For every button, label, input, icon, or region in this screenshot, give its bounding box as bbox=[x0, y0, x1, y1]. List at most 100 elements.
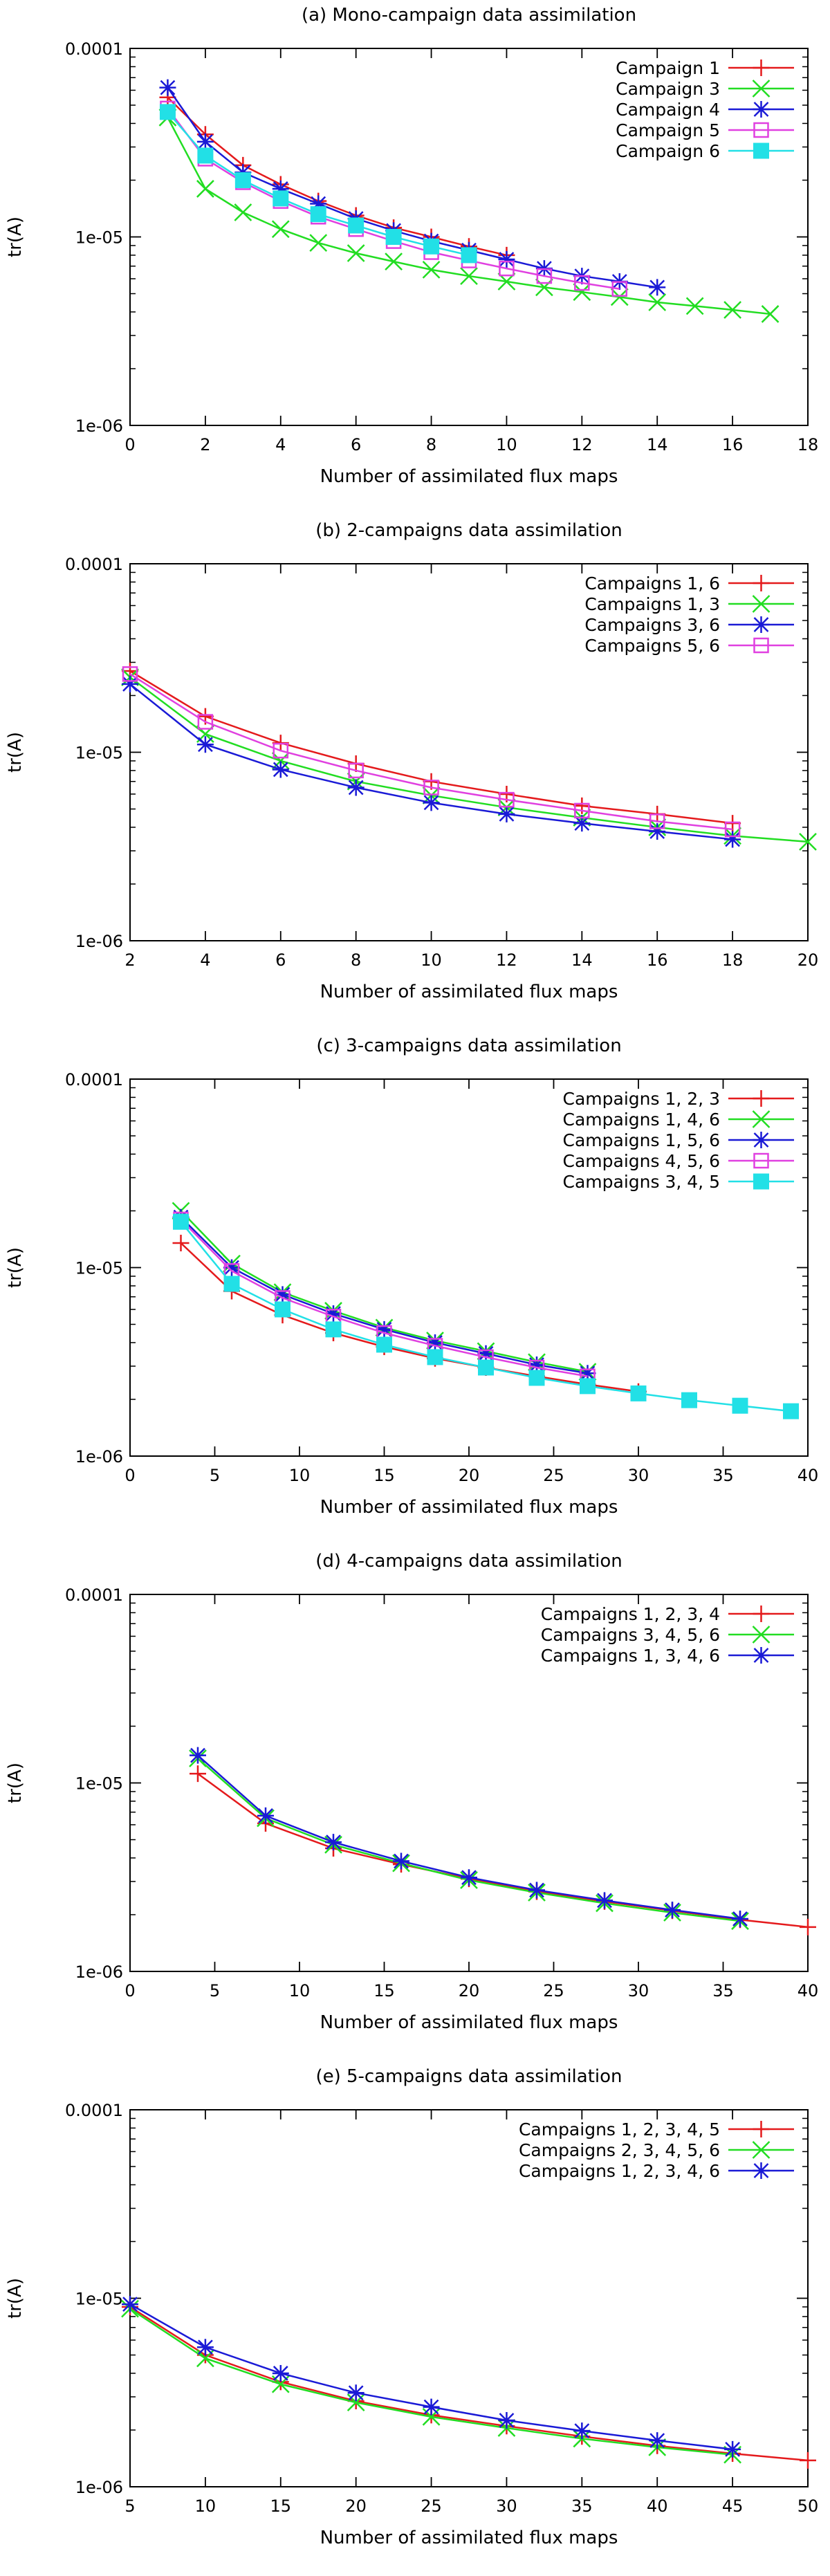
series-line bbox=[197, 1758, 741, 1922]
data-point bbox=[272, 761, 289, 778]
legend-marker bbox=[753, 1173, 769, 1190]
series-group bbox=[173, 1213, 799, 1419]
data-point bbox=[499, 260, 515, 277]
data-point bbox=[573, 283, 591, 302]
data-point bbox=[196, 180, 214, 198]
x-tick-label: 20 bbox=[459, 1981, 480, 2000]
legend-marker bbox=[753, 101, 770, 118]
x-axis-label: Number of assimilated flux maps bbox=[320, 982, 618, 1002]
series-group bbox=[160, 100, 628, 297]
legend-marker bbox=[753, 59, 770, 76]
x-tick-label: 2 bbox=[200, 435, 210, 454]
data-point bbox=[196, 2339, 214, 2356]
data-point bbox=[783, 1403, 799, 1419]
data-point bbox=[732, 1911, 748, 1928]
y-tick-label: 0.0001 bbox=[65, 1070, 123, 1089]
legend-marker bbox=[753, 616, 770, 633]
data-point bbox=[579, 1365, 596, 1382]
data-point bbox=[348, 217, 365, 234]
series-group bbox=[189, 1749, 749, 1931]
y-minor-ticks bbox=[130, 1602, 808, 1915]
plot-frame bbox=[129, 1594, 809, 1972]
data-point bbox=[272, 180, 289, 197]
x-tick-label: 10 bbox=[421, 950, 442, 970]
x-axis-label: Number of assimilated flux maps bbox=[320, 1497, 618, 1518]
series-line bbox=[180, 1242, 639, 1392]
data-point bbox=[196, 736, 214, 753]
x-tick-label: 0 bbox=[124, 1466, 135, 1485]
legend-label: Campaigns 3, 6 bbox=[584, 615, 720, 635]
legend-marker bbox=[753, 575, 770, 591]
data-point bbox=[685, 297, 704, 315]
data-point bbox=[580, 1378, 596, 1395]
x-axis-label: Number of assimilated flux maps bbox=[320, 2528, 618, 2548]
data-point bbox=[596, 1892, 613, 1909]
data-point bbox=[499, 791, 515, 808]
y-tick-label: 1e-06 bbox=[75, 932, 123, 951]
x-tick-label: 5 bbox=[210, 1981, 220, 2000]
y-minor-ticks bbox=[130, 571, 808, 885]
data-point bbox=[535, 278, 553, 297]
y-tick-label: 1e-06 bbox=[75, 1962, 123, 1982]
legend-marker bbox=[752, 80, 771, 98]
y-axis-label: tr(A) bbox=[5, 732, 26, 773]
series-line bbox=[197, 1754, 741, 1920]
x-tick-label: 45 bbox=[722, 2496, 744, 2516]
x-tick-label: 8 bbox=[351, 950, 361, 970]
series-group bbox=[190, 1747, 748, 1928]
data-point bbox=[498, 250, 515, 268]
chart-svg-b: (b) 2-campaigns data assimilation 1e-06 1e… bbox=[5, 520, 819, 1002]
series-line bbox=[180, 1219, 588, 1377]
legend-label: Campaigns 1, 2, 3, 4 bbox=[541, 1604, 720, 1624]
data-point bbox=[196, 133, 214, 150]
data-point bbox=[347, 779, 365, 796]
x-tick-label: 0 bbox=[124, 1981, 135, 2000]
legend-label: Campaigns 1, 3, 4, 6 bbox=[541, 1646, 720, 1666]
x-tick-label: 4 bbox=[275, 435, 286, 454]
data-point bbox=[273, 190, 289, 207]
data-point bbox=[478, 1359, 494, 1376]
x-tick-label: 25 bbox=[543, 1466, 564, 1485]
chart-panel-b: (b) 2-campaigns data assimilation 1e-06 1e… bbox=[0, 515, 830, 1031]
data-point bbox=[498, 805, 515, 822]
data-point bbox=[197, 714, 214, 730]
data-point bbox=[664, 1902, 681, 1919]
data-point bbox=[376, 1336, 392, 1353]
series-group bbox=[122, 2296, 741, 2458]
data-point bbox=[611, 281, 628, 297]
data-point bbox=[477, 1345, 495, 1362]
x-tick-label: 10 bbox=[289, 1466, 311, 1485]
data-point bbox=[271, 752, 290, 770]
y-tick-label: 1e-06 bbox=[75, 1447, 123, 1466]
data-point bbox=[393, 1852, 409, 1870]
y-tick-label: 1e-06 bbox=[75, 416, 123, 436]
data-point bbox=[274, 1286, 291, 1303]
x-tick-label: 5 bbox=[210, 1466, 220, 1485]
plot-frame bbox=[129, 1078, 809, 1457]
x-tick-label: 30 bbox=[496, 2496, 517, 2516]
data-point bbox=[461, 1869, 477, 1886]
x-tick-label: 40 bbox=[647, 2496, 668, 2516]
x-tick-label: 18 bbox=[797, 435, 819, 454]
series-line bbox=[167, 96, 507, 257]
data-point bbox=[498, 2412, 515, 2429]
legend-label: Campaign 5 bbox=[616, 120, 720, 140]
data-point bbox=[573, 815, 591, 832]
data-point bbox=[724, 2440, 741, 2458]
legend-marker bbox=[752, 2141, 771, 2159]
data-point bbox=[574, 275, 590, 291]
x-tick-label: 25 bbox=[543, 1981, 564, 2000]
data-point bbox=[348, 762, 364, 779]
x-tick-label: 16 bbox=[647, 950, 668, 970]
data-point bbox=[573, 2422, 591, 2440]
legend-label: Campaigns 4, 5, 6 bbox=[563, 1151, 720, 1171]
series-group bbox=[159, 104, 477, 264]
data-point bbox=[528, 1356, 545, 1374]
legend-marker bbox=[753, 1132, 770, 1148]
x-tick-label: 5 bbox=[124, 2496, 135, 2516]
data-point bbox=[423, 780, 439, 795]
chart-title: (d) 4-campaigns data assimilation bbox=[315, 1551, 622, 1572]
x-tick-label: 20 bbox=[797, 950, 819, 970]
y-minor-ticks bbox=[130, 56, 808, 369]
legend-label: Campaigns 1, 4, 6 bbox=[563, 1110, 720, 1130]
